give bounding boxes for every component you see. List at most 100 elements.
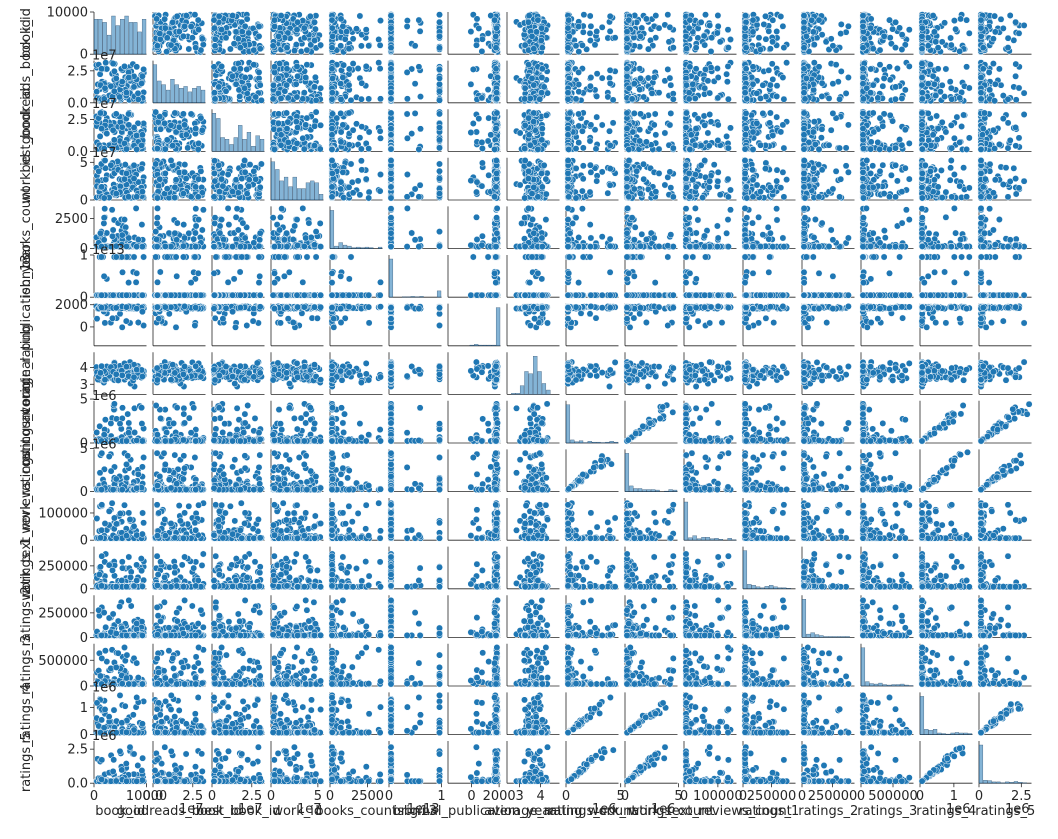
hist-bar — [175, 85, 179, 103]
scatter-point — [525, 19, 531, 25]
scatter-point — [780, 23, 786, 29]
scatter-point — [743, 66, 749, 72]
scatter-point — [931, 29, 937, 35]
scatter-point — [881, 33, 887, 39]
scatter-point — [886, 64, 892, 70]
scatter-point — [948, 42, 954, 48]
scatter-point — [867, 90, 873, 96]
hist-bar — [166, 90, 170, 103]
scatter-point — [275, 33, 281, 39]
hist-bar — [221, 138, 225, 152]
scatter-point — [340, 23, 346, 29]
scatter-point — [537, 96, 543, 102]
scatter-point — [377, 42, 383, 48]
scatter-point — [594, 93, 600, 99]
hist-bar — [225, 139, 229, 151]
scatter-point — [801, 45, 807, 51]
hist-bar — [153, 65, 157, 103]
panel-book_id-vs-work_ratings_count — [624, 11, 678, 55]
scatter-point — [270, 82, 276, 88]
panel-book_id-vs-ratings_2 — [801, 11, 855, 55]
scatter-point — [412, 43, 418, 49]
scatter-point — [311, 142, 317, 148]
scatter-point — [715, 95, 721, 101]
scatter-point — [485, 30, 491, 36]
scatter-point — [188, 111, 194, 117]
scatter-point — [750, 81, 756, 87]
scatter-point — [237, 66, 243, 72]
panel-goodreads_book_id-vs-books_count — [329, 60, 384, 105]
scatter-point — [860, 74, 866, 80]
scatter-point — [990, 36, 996, 42]
scatter-point — [417, 126, 423, 132]
scatter-point — [275, 120, 281, 126]
scatter-point — [293, 119, 299, 125]
scatter-point — [1013, 97, 1019, 103]
scatter-point — [436, 88, 442, 94]
scatter-point — [485, 86, 491, 92]
scatter-point — [366, 129, 372, 135]
scatter-point — [195, 27, 201, 33]
scatter-point — [212, 43, 218, 49]
panel-book_id-vs-original_publication_year — [448, 11, 501, 55]
scatter-point — [436, 97, 442, 103]
scatter-point — [607, 28, 613, 34]
scatter-point — [404, 111, 410, 117]
scatter-point — [580, 29, 586, 35]
scatter-point — [355, 65, 361, 71]
scatter-point — [683, 124, 689, 130]
hist-bar — [162, 85, 166, 103]
scatter-point — [666, 39, 672, 45]
scatter-point — [350, 60, 356, 66]
scatter-point — [436, 137, 442, 143]
scatter-point — [479, 139, 485, 145]
scatter-point — [363, 63, 369, 69]
scatter-point — [750, 17, 756, 23]
scatter-point — [346, 82, 352, 88]
scatter-point — [991, 13, 997, 19]
scatter-point — [951, 17, 957, 23]
scatter-point — [860, 45, 866, 51]
scatter-point — [1016, 30, 1022, 36]
scatter-point — [830, 81, 836, 87]
scatter-point — [436, 75, 442, 81]
scatter-point — [363, 27, 369, 33]
scatter-point — [174, 13, 180, 19]
scatter-point — [919, 46, 925, 52]
scatter-point — [317, 122, 323, 128]
scatter-point — [702, 42, 708, 48]
scatter-point — [164, 137, 170, 143]
scatter-point — [388, 36, 394, 42]
panel-goodreads_book_id-vs-ratings_5 — [978, 60, 1032, 105]
scatter-point — [637, 111, 643, 117]
scatter-point — [566, 17, 572, 23]
scatter-point — [607, 67, 613, 73]
scatter-point — [98, 125, 104, 131]
scatter-point — [767, 120, 773, 126]
scatter-point — [211, 25, 217, 31]
scatter-point — [714, 65, 720, 71]
scatter-point — [774, 93, 780, 99]
scatter-point — [683, 33, 689, 39]
scatter-point — [135, 90, 141, 96]
scatter-point — [709, 35, 715, 41]
scatter-point — [683, 110, 689, 116]
scatter-point — [1005, 96, 1011, 102]
scatter-point — [359, 80, 365, 86]
scatter-point — [133, 132, 139, 138]
scatter-point — [868, 16, 874, 22]
scatter-point — [470, 120, 476, 126]
scatter-point — [565, 66, 571, 72]
scatter-point — [828, 36, 834, 42]
scatter-point — [193, 125, 199, 131]
hist-bar — [234, 138, 238, 152]
scatter-point — [819, 93, 825, 99]
scatter-point — [237, 93, 243, 99]
panel-book_id-vs-ratings_count — [565, 11, 619, 55]
scatter-point — [529, 33, 535, 39]
scatter-point — [186, 46, 192, 52]
scatter-point — [653, 12, 659, 18]
scatter-point — [565, 90, 571, 96]
scatter-point — [769, 61, 775, 67]
scatter-point — [686, 96, 692, 102]
